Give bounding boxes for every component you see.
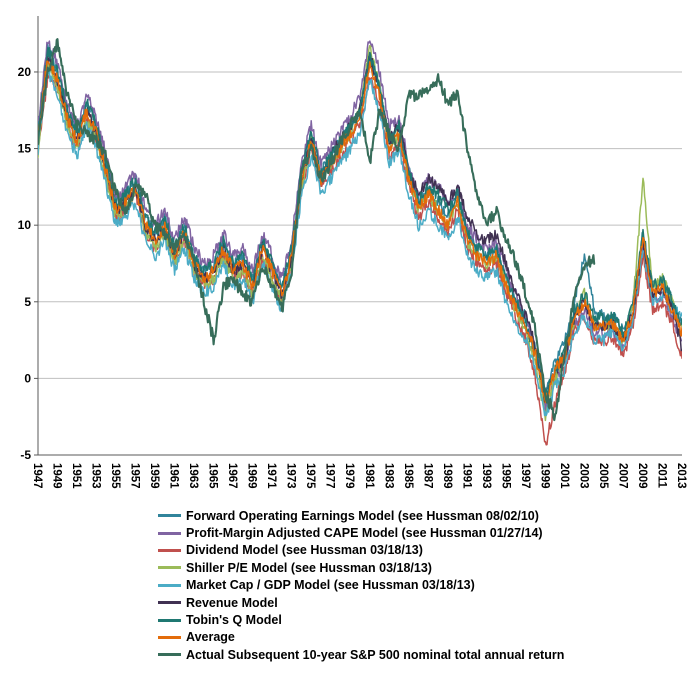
x-tick-label: 1983 <box>382 463 394 489</box>
x-tick-label: 1967 <box>226 463 238 489</box>
legend-item-1: Profit-Margin Adjusted CAPE Model (see H… <box>158 524 564 541</box>
x-tick-label: 1995 <box>499 463 511 489</box>
x-tick-label: 1951 <box>70 463 82 489</box>
legend-item-label: Shiller P/E Model (see Hussman 03/18/13) <box>186 560 432 575</box>
x-tick-label: 2005 <box>597 463 609 489</box>
x-tick-label: 2009 <box>636 463 648 489</box>
legend-item-6: Tobin's Q Model <box>158 611 564 628</box>
series-line-1 <box>38 40 682 414</box>
x-tick-label: 1961 <box>168 463 180 489</box>
legend: Forward Operating Earnings Model (see Hu… <box>158 507 564 664</box>
legend-line-swatch-icon <box>158 653 181 657</box>
legend-item-3: Shiller P/E Model (see Hussman 03/18/13) <box>158 559 564 576</box>
x-tick-label: 1957 <box>129 463 141 489</box>
legend-item-label: Average <box>186 630 235 645</box>
y-tick-label: -5 <box>20 448 31 462</box>
x-tick-label: 1981 <box>363 463 375 489</box>
chart-plot-area: -5 0 5 10 15 20 1947 1949 1951 1953 1955 1957 1959 19… <box>18 16 687 489</box>
y-tick-label: 5 <box>24 295 31 309</box>
legend-item-label: Dividend Model (see Hussman 03/18/13) <box>186 543 423 558</box>
x-tick-label: 1969 <box>246 463 258 489</box>
x-tick-label: 1977 <box>324 463 336 489</box>
x-tick-label: 1959 <box>148 463 160 489</box>
x-tick-label: 2007 <box>616 463 628 489</box>
legend-item-0: Forward Operating Earnings Model (see Hu… <box>158 507 564 524</box>
x-tick-label: 1955 <box>109 463 121 489</box>
x-tick-label: 1991 <box>460 463 472 489</box>
x-tick-label: 1985 <box>402 463 414 489</box>
legend-item-7: Average <box>158 629 564 646</box>
x-tick-label: 2011 <box>655 463 667 489</box>
x-tick-label: 1989 <box>441 463 453 489</box>
x-tick-label: 1971 <box>265 463 277 489</box>
legend-item-label: Profit-Margin Adjusted CAPE Model (see H… <box>186 526 543 541</box>
y-tick-label: 15 <box>18 142 32 156</box>
y-tick-label: 0 <box>24 371 31 385</box>
x-tick-label: 2003 <box>577 463 589 489</box>
legend-line-swatch-icon <box>158 531 181 535</box>
legend-item-2: Dividend Model (see Hussman 03/18/13) <box>158 542 564 559</box>
x-tick-label: 1993 <box>480 463 492 489</box>
y-tick-label: 10 <box>18 218 32 232</box>
x-tick-label: 2001 <box>558 463 570 489</box>
x-tick-label: 1953 <box>90 463 102 489</box>
x-tick-label: 1997 <box>519 463 531 489</box>
x-tick-label: 1999 <box>538 463 550 489</box>
legend-item-label: Actual Subsequent 10-year S&P 500 nomina… <box>186 647 565 662</box>
x-tick-label: 1963 <box>187 463 199 489</box>
legend-line-swatch-icon <box>158 618 181 622</box>
x-tick-label: 2013 <box>675 463 687 489</box>
legend-line-swatch-icon <box>158 514 181 518</box>
x-tick-label: 1947 <box>31 463 43 489</box>
legend-item-label: Revenue Model <box>186 595 278 610</box>
legend-item-label: Forward Operating Earnings Model (see Hu… <box>186 508 539 523</box>
x-tick-label: 1965 <box>207 463 219 489</box>
series-line-8 <box>38 38 596 422</box>
x-tick-label: 1979 <box>343 463 355 489</box>
series-line-4 <box>38 69 682 417</box>
y-tick-label: 20 <box>18 65 32 79</box>
x-tick-label: 1949 <box>51 463 63 489</box>
x-tick-label: 1987 <box>421 463 433 489</box>
x-tick-label: 1973 <box>285 463 297 489</box>
legend-item-8: Actual Subsequent 10-year S&P 500 nomina… <box>158 646 564 663</box>
x-tick-label: 1975 <box>304 463 316 489</box>
legend-line-swatch-icon <box>158 583 181 587</box>
legend-item-4: Market Cap / GDP Model (see Hussman 03/1… <box>158 577 564 594</box>
legend-line-swatch-icon <box>158 601 181 605</box>
legend-item-label: Tobin's Q Model <box>186 613 282 628</box>
legend-item-5: Revenue Model <box>158 594 564 611</box>
legend-line-swatch-icon <box>158 566 181 570</box>
legend-item-label: Market Cap / GDP Model (see Hussman 03/1… <box>186 578 475 593</box>
legend-line-swatch-icon <box>158 548 181 552</box>
legend-line-swatch-icon <box>158 635 181 639</box>
